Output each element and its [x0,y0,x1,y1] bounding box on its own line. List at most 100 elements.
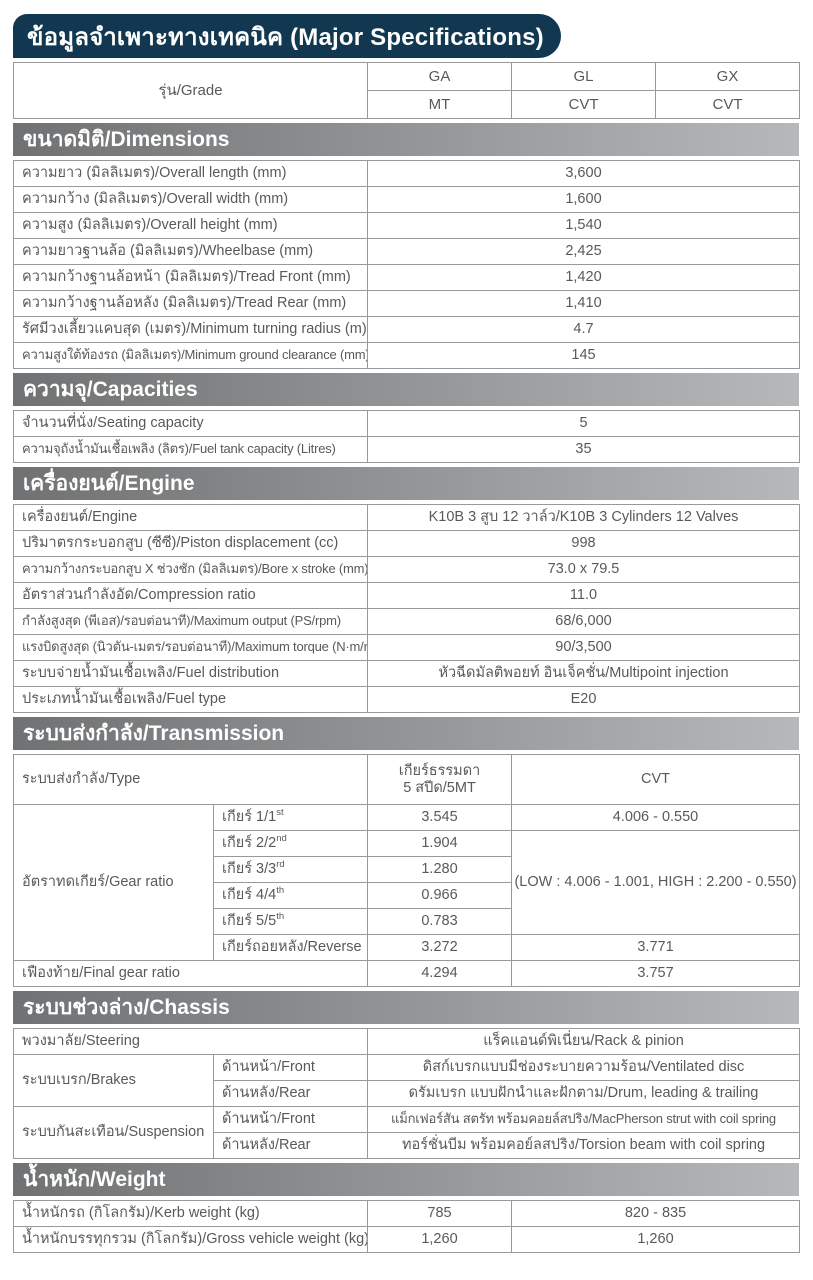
spec-label: ความจุถังน้ำมันเชื้อเพลิง (ลิตร)/Fuel ta… [13,436,368,463]
table-row: ความสูง (มิลลิเมตร)/Overall height (mm) 1… [13,212,800,239]
table-row: ความจุถังน้ำมันเชื้อเพลิง (ลิตร)/Fuel ta… [13,436,800,463]
section-transmission-header: ระบบส่งกำลัง/Transmission [13,717,799,750]
gear-mt-value: 0.783 [367,908,513,935]
grade-gx: GX [655,62,800,91]
spec-value: 11.0 [367,582,800,609]
section-title: ขนาดมิติ/Dimensions [23,128,230,151]
weight-cvt-value: 1,260 [511,1226,800,1253]
section-engine-header: เครื่องยนต์/Engine [13,467,799,500]
section-capacities-header: ความจุ/Capacities [13,373,799,406]
spec-label: ความกว้างฐานล้อหลัง (มิลลิเมตร)/Tread Re… [13,290,368,317]
spec-label: ความสูงใต้ท้องรถ (มิลลิเมตร)/Minimum gro… [13,342,368,369]
grade-gx-transmission: CVT [655,90,800,119]
final-gear-row: เฟืองท้าย/Final gear ratio 4.294 3.757 [12,960,801,987]
final-cvt-value: 3.757 [511,960,801,987]
table-row: ความสูงใต้ท้องรถ (มิลลิเมตร)/Minimum gro… [13,342,800,369]
table-row: พวงมาลัย/Steering แร็คแอนด์พิเนี่ยน/Rack… [13,1028,800,1055]
spec-label: ความยาว (มิลลิเมตร)/Overall length (mm) [13,160,368,187]
gear-mt-value: 3.272 [367,934,513,961]
table-row: แรงบิดสูงสุด (นิวตัน-เมตร/รอบต่อนาที)/Ma… [13,634,800,661]
transmission-table: ระบบส่งกำลัง/Type เกียร์ธรรมดา 5 สปีด/5M… [12,754,801,987]
cvt-ratio-range: (LOW : 4.006 - 1.001, HIGH : 2.200 - 0.5… [511,830,801,935]
table-row: น้ำหนักรถ (กิโลกรัม)/Kerb weight (kg) 78… [13,1200,800,1227]
ordinal-suffix: th [276,885,285,897]
spec-label: น้ำหนักรถ (กิโลกรัม)/Kerb weight (kg) [13,1200,368,1227]
front-label: ด้านหน้า/Front [213,1054,368,1081]
gear-row: เกียร์ถอยหลัง/Reverse 3.272 3.771 [14,934,801,961]
ordinal-suffix: rd [276,859,285,871]
gear-label: เกียร์ 5/5th [212,908,369,935]
weight-mt-value: 1,260 [367,1226,512,1253]
table-row: ด้านหลัง/Rear ทอร์ชั่นบีม พร้อมคอย์ลสปริ… [14,1132,800,1159]
grade-ga-transmission: MT [367,90,512,119]
section-title: ระบบส่งกำลัง/Transmission [23,722,285,745]
table-row: ความกว้าง (มิลลิเมตร)/Overall width (mm)… [13,186,800,213]
brakes-group-label: ระบบเบรก/Brakes [13,1054,214,1107]
spec-label: อัตราส่วนกำลังอัด/Compression ratio [13,582,368,609]
section-weight-header: น้ำหนัก/Weight [13,1163,799,1196]
table-row: ปริมาตรกระบอกสูบ (ซีซี)/Piston displacem… [13,530,800,557]
mt-type-cell: เกียร์ธรรมดา 5 สปีด/5MT [367,754,513,805]
gear-row: เกียร์ 3/3rd 1.280 [14,856,800,883]
weight-mt-value: 785 [367,1200,512,1227]
rear-brake-value: ดรัมเบรก แบบฝักนำและฝักตาม/Drum, leading… [367,1080,800,1107]
table-row: ความกว้างฐานล้อหลัง (มิลลิเมตร)/Tread Re… [13,290,800,317]
weight-table: น้ำหนักรถ (กิโลกรัม)/Kerb weight (kg) 78… [13,1200,800,1253]
suspension-group-label: ระบบกันสะเทือน/Suspension [13,1106,214,1159]
section-title: เครื่องยนต์/Engine [23,472,195,495]
spec-label: ระบบจ่ายน้ำมันเชื้อเพลิง/Fuel distributi… [13,660,368,687]
spec-label: กำลังสูงสุด (พีเอส)/รอบต่อนาที)/Maximum … [13,608,368,635]
spec-label: ความกว้าง (มิลลิเมตร)/Overall width (mm) [13,186,368,213]
spec-value: หัวฉีดมัลติพอยท์ อินเจ็คชั่น/Multipoint … [367,660,800,687]
table-row: ระบบกันสะเทือน/Suspension ด้านหน้า/Front… [13,1106,800,1159]
table-row: ความกว้างฐานล้อหน้า (มิลลิเมตร)/Tread Fr… [13,264,800,291]
spec-value: K10B 3 สูบ 12 วาล์ว/K10B 3 Cylinders 12 … [367,504,800,531]
gear-label: เกียร์ 2/2nd [212,830,369,857]
front-suspension-value: แม็กเฟอร์สัน สตรัท พร้อมคอยล์สปริง/MacPh… [367,1106,800,1133]
spec-value: E20 [367,686,800,713]
spec-label: ประเภทน้ำมันเชื้อเพลิง/Fuel type [13,686,368,713]
rear-label: ด้านหลัง/Rear [213,1080,368,1107]
ordinal-suffix: th [276,911,285,923]
gear-cvt-value: 3.771 [511,934,801,961]
final-mt-value: 4.294 [367,960,513,987]
cvt-type-cell: CVT [511,754,801,805]
table-row: จำนวนที่นั่ง/Seating capacity 5 [13,410,800,437]
spec-value: 68/6,000 [367,608,800,635]
spec-value: แร็คแอนด์พิเนี่ยน/Rack & pinion [367,1028,800,1055]
table-row: ประเภทน้ำมันเชื้อเพลิง/Fuel type E20 [13,686,800,713]
gear-mt-value: 0.966 [367,882,513,909]
grade-row: รุ่น/Grade GA GL GX [13,62,800,119]
grade-gl: GL [511,62,656,91]
table-row: ความยาวฐานล้อ (มิลลิเมตร)/Wheelbase (mm)… [13,238,800,265]
mt-type-line2: 5 สปีด/5MT [403,779,476,796]
spec-value: 3,600 [367,160,800,187]
spec-sheet-page: ข้อมูลจำเพาะทางเทคนิค (Major Specificati… [12,14,801,1253]
grade-header-table: รุ่น/Grade GA GL GX MT CVT CVT [13,62,800,119]
gear-label: เกียร์ 3/3rd [212,856,369,883]
spec-value: 35 [367,436,800,463]
spec-label: ระบบส่งกำลัง/Type [12,754,369,805]
table-row: ความกว้างกระบอกสูบ X ช่วงชัก (มิลลิเมตร)… [13,556,800,583]
table-row: ระบบเบรก/Brakes ด้านหน้า/Front ดิสก์เบรก… [13,1054,800,1107]
grade-ga: GA [367,62,512,91]
ordinal-suffix: st [276,807,284,819]
table-row: น้ำหนักบรรทุกรวม (กิโลกรัม)/Gross vehicl… [13,1226,800,1253]
gear-row: เกียร์ 2/2nd 1.904 (LOW : 4.006 - 1.001,… [14,830,801,935]
spec-value: 998 [367,530,800,557]
gear-label: เกียร์ 4/4th [212,882,369,909]
spec-value: 4.7 [367,316,800,343]
chassis-table: พวงมาลัย/Steering แร็คแอนด์พิเนี่ยน/Rack… [13,1028,800,1159]
spec-value: 1,540 [367,212,800,239]
page-title: ข้อมูลจำเพาะทางเทคนิค (Major Specificati… [27,23,544,51]
table-row: กำลังสูงสุด (พีเอส)/รอบต่อนาที)/Maximum … [13,608,800,635]
rear-suspension-value: ทอร์ชั่นบีม พร้อมคอย์ลสปริง/Torsion beam… [367,1132,800,1159]
section-dimensions-header: ขนาดมิติ/Dimensions [13,123,799,156]
spec-label: เครื่องยนต์/Engine [13,504,368,531]
grade-gl-transmission: CVT [511,90,656,119]
gear-mt-value: 3.545 [367,804,513,831]
section-chassis-header: ระบบช่วงล่าง/Chassis [13,991,799,1024]
gear-label: เกียร์ถอยหลัง/Reverse [212,934,369,961]
spec-label: แรงบิดสูงสุด (นิวตัน-เมตร/รอบต่อนาที)/Ma… [13,634,368,661]
spec-value: 90/3,500 [367,634,800,661]
